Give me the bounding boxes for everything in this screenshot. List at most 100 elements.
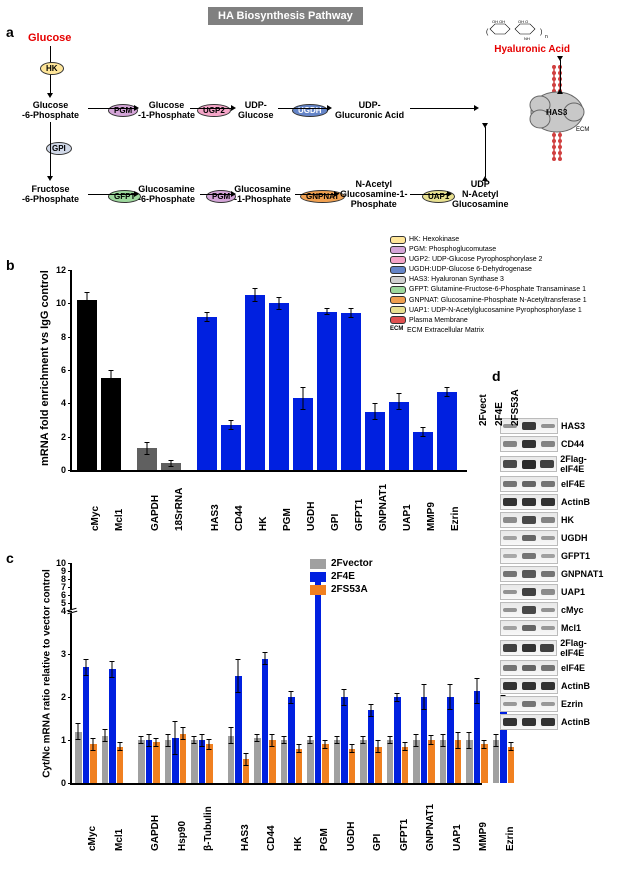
- blot-row: HK: [500, 512, 610, 528]
- blot-label: 2Flag-eIF4E: [560, 454, 610, 474]
- bar: [349, 749, 356, 783]
- blot-label: GFPT1: [561, 551, 590, 561]
- bar: [334, 740, 341, 783]
- enzyme-badge: HK: [40, 62, 64, 75]
- bar: [413, 432, 433, 470]
- bar: [413, 740, 420, 783]
- x-axis-label: Mcl1: [114, 509, 125, 531]
- svg-text:(: (: [486, 29, 489, 36]
- metabolite: Fructose-6-Phosphate: [22, 184, 79, 204]
- x-axis-label: GNPNAT1: [425, 804, 436, 851]
- panel-b-label: b: [6, 257, 15, 273]
- x-axis-label: MMP9: [478, 822, 489, 851]
- bar: [254, 738, 261, 783]
- blot-row: GNPNAT1: [500, 566, 610, 582]
- legend-row: 2FS53A: [310, 584, 373, 595]
- blot-row: ActinB: [500, 714, 610, 730]
- bar: [206, 744, 213, 783]
- figure-title: HA Biosynthesis Pathway: [208, 7, 363, 25]
- bar: [146, 740, 153, 783]
- bar: [296, 749, 303, 783]
- hyaluronic-acid-label: Hyaluronic Acid: [494, 44, 570, 55]
- bar: [317, 312, 337, 470]
- bar: [315, 577, 322, 783]
- bar: [322, 744, 329, 783]
- bar: [481, 744, 488, 783]
- bar: [137, 448, 157, 470]
- x-axis-label: UAP1: [452, 824, 463, 851]
- ha-structure-icon: OH OH OH O NH ) n (: [480, 14, 560, 44]
- bar: [466, 740, 473, 783]
- bar: [360, 740, 367, 783]
- blot-label: ActinB: [561, 717, 590, 727]
- blot-row: ActinB: [500, 678, 610, 694]
- enzyme-badge: UGP2: [197, 104, 231, 117]
- bar: [368, 710, 375, 783]
- legend-row: PGM: Phosphoglucomutase: [390, 245, 587, 254]
- bar: [288, 697, 295, 783]
- x-axis-label: Ezrin: [505, 827, 516, 851]
- metabolite: Glucose-1-Phosphate: [138, 100, 195, 120]
- bar: [245, 295, 265, 470]
- blot-row: GFPT1: [500, 548, 610, 564]
- blot-row: eIF4E: [500, 476, 610, 492]
- bar: [493, 740, 500, 783]
- bar: [90, 744, 97, 783]
- bar: [365, 412, 385, 470]
- bar: [437, 392, 457, 470]
- metabolite: N-AcetylGlucosamine-1-Phosphate: [340, 179, 408, 209]
- bar: [474, 691, 481, 783]
- x-axis-label: GAPDH: [150, 815, 161, 851]
- blot-row: 2Flag-eIF4E: [500, 638, 610, 658]
- blot-label: HAS3: [561, 421, 585, 431]
- x-axis-label: GPI: [372, 834, 383, 851]
- svg-text:NH: NH: [524, 36, 530, 41]
- metabolite: UDP-Glucuronic Acid: [335, 100, 404, 120]
- svg-text:ECM: ECM: [576, 127, 589, 133]
- x-axis-label: β-Tubulin: [203, 806, 214, 851]
- blot-label: eIF4E: [561, 479, 585, 489]
- bar: [447, 697, 454, 783]
- bar: [191, 740, 198, 783]
- bar: [75, 732, 82, 783]
- bar: [199, 740, 206, 783]
- metabolite: UDPN-AcetylGlucosamine: [452, 179, 509, 209]
- x-axis-label: UAP1: [402, 504, 413, 531]
- bar: [455, 740, 462, 783]
- bar: [508, 747, 515, 783]
- blot-row: eIF4E: [500, 660, 610, 676]
- blot-row: 2Flag-eIF4E: [500, 454, 610, 474]
- panel-c-ylabel: Cyt/Nc mRNA ratio relative to vector con…: [42, 559, 53, 789]
- metabolite: Glucosamine-6-Phosphate: [138, 184, 195, 204]
- bar: [389, 402, 409, 470]
- enzyme-badge: UGDH: [292, 104, 328, 117]
- bar: [394, 697, 401, 783]
- x-axis-label: CD44: [266, 825, 277, 851]
- x-axis-label: HK: [293, 837, 304, 851]
- blot-label: ActinB: [561, 497, 590, 507]
- x-axis-label: PGM: [319, 828, 330, 851]
- svg-text:n: n: [545, 34, 548, 40]
- blot-row: UAP1: [500, 584, 610, 600]
- legend-row: 2Fvector: [310, 558, 373, 569]
- bar: [153, 742, 160, 783]
- x-axis-label: HAS3: [240, 824, 251, 851]
- x-axis-label: CD44: [234, 505, 245, 531]
- x-axis-label: Mcl1: [114, 829, 125, 851]
- blot-label: HK: [561, 515, 574, 525]
- bar: [221, 425, 241, 470]
- bar: [262, 659, 269, 783]
- bar: [269, 740, 276, 783]
- blot-row: CD44: [500, 436, 610, 452]
- x-axis-label: MMP9: [426, 502, 437, 531]
- glucose-label: Glucose: [28, 32, 71, 44]
- bar: [269, 303, 289, 470]
- blot-label: GNPNAT1: [561, 569, 603, 579]
- blot-label: UGDH: [561, 533, 588, 543]
- chart-c-legend: 2Fvector2F4E2FS53A: [310, 558, 373, 597]
- x-axis-label: GPI: [330, 514, 341, 531]
- bar: [341, 313, 361, 470]
- x-axis-label: cMyc: [90, 506, 101, 531]
- x-axis-label: UGDH: [306, 502, 317, 531]
- bar: [117, 747, 124, 783]
